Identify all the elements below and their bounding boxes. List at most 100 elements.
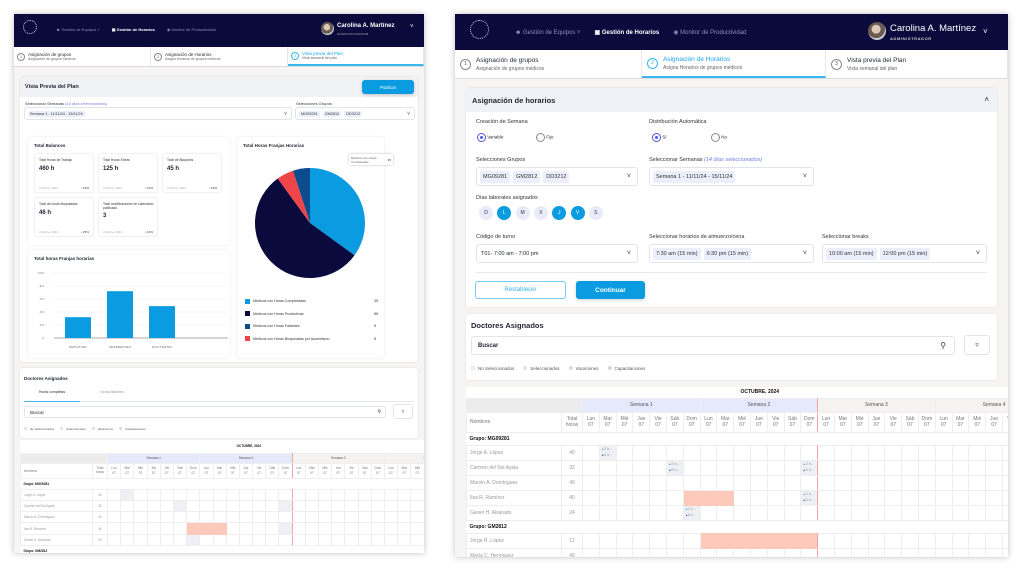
day-cell[interactable] <box>749 474 768 491</box>
day-cell[interactable] <box>951 459 970 476</box>
weeks-select[interactable]: Semana 1 - 11/11/24 - 15/11/24 ˅ <box>649 167 814 186</box>
day-cell[interactable] <box>749 547 768 557</box>
day-cell[interactable] <box>985 444 1003 461</box>
table-row[interactable]: María C. Henríquez 40 <box>466 547 1008 557</box>
day-cell[interactable] <box>917 504 936 521</box>
day-cell[interactable] <box>800 444 819 461</box>
vacation-cell[interactable] <box>716 489 735 506</box>
day-cell[interactable] <box>901 547 919 557</box>
day-cell[interactable] <box>800 504 819 521</box>
day-cell[interactable] <box>1001 489 1008 506</box>
day-cell[interactable] <box>370 488 385 501</box>
day-cell[interactable] <box>867 504 886 521</box>
day-cell[interactable] <box>1001 474 1008 491</box>
day-cell[interactable] <box>370 533 385 546</box>
day-cell[interactable] <box>951 504 970 521</box>
day-cell[interactable] <box>317 511 333 524</box>
day-cell[interactable] <box>278 511 293 524</box>
day-cell[interactable] <box>397 488 412 501</box>
day-cell[interactable] <box>106 488 122 501</box>
day-cell[interactable] <box>665 532 684 549</box>
day-cell[interactable] <box>133 511 148 524</box>
day-cell[interactable] <box>252 511 267 524</box>
day-cell[interactable] <box>159 533 174 546</box>
day-cell[interactable] <box>850 489 869 506</box>
day-cell[interactable] <box>291 533 306 546</box>
day-cell[interactable] <box>985 532 1003 549</box>
training-cell[interactable] <box>172 499 188 513</box>
day-cell[interactable] <box>783 504 802 521</box>
day-cell[interactable] <box>615 504 634 521</box>
table-row[interactable]: Carmen del Sol Ayala 32 ■ 2 h... ■ 6 h... ■ … <box>466 459 1008 476</box>
day-cell[interactable] <box>884 504 903 521</box>
day-cell[interactable] <box>238 522 254 535</box>
filter-button[interactable]: ▿ <box>964 335 990 355</box>
day-cell[interactable] <box>632 532 651 549</box>
radio-variable[interactable]: Variable <box>477 133 503 142</box>
day-cell[interactable] <box>833 504 852 521</box>
day-cell[interactable] <box>817 532 835 549</box>
day-cell[interactable] <box>817 474 835 491</box>
day-cell[interactable] <box>615 474 634 491</box>
day-cell[interactable] <box>917 489 936 506</box>
day-cell[interactable] <box>682 459 701 476</box>
day-cell[interactable] <box>917 459 936 476</box>
day-cell[interactable] <box>199 488 214 501</box>
nav-gestion-equipos[interactable]: ☻ Gestión de Equipos ˅ <box>515 29 581 36</box>
radio-selected[interactable] <box>652 133 661 142</box>
day-cell[interactable] <box>582 504 600 521</box>
day-cell[interactable] <box>884 489 903 506</box>
day-cell[interactable] <box>901 489 919 506</box>
day-cell[interactable] <box>238 499 254 513</box>
day-cell[interactable] <box>357 522 372 535</box>
day-cell[interactable] <box>252 533 267 546</box>
day-cell[interactable] <box>410 499 424 513</box>
day-cell[interactable] <box>252 499 267 513</box>
nav-gestion-horarios[interactable]: ▣ Gestión de Horarios <box>594 30 660 36</box>
day-cell[interactable] <box>867 474 886 491</box>
day-cell[interactable] <box>106 533 122 546</box>
day-cell[interactable] <box>951 474 970 491</box>
search-input[interactable]: Buscar ⚲ <box>24 406 386 418</box>
day-cell[interactable] <box>146 511 161 524</box>
day-cell[interactable] <box>331 488 346 501</box>
day-cell[interactable] <box>383 499 399 513</box>
day-cell[interactable] <box>1001 444 1008 461</box>
day-cell[interactable] <box>225 522 240 535</box>
day-cell[interactable] <box>615 444 634 461</box>
day-cell[interactable] <box>186 511 201 524</box>
day-cell[interactable] <box>238 511 254 524</box>
day-cell[interactable] <box>833 547 852 557</box>
day-cell[interactable] <box>212 499 227 513</box>
day-cell[interactable] <box>985 547 1003 557</box>
day-cell[interactable] <box>304 499 320 513</box>
avatar[interactable] <box>321 22 334 35</box>
day-cell[interactable] <box>968 459 987 476</box>
tab-horas-faltantes[interactable]: Horas faltantes <box>100 390 124 394</box>
day-cell[interactable] <box>397 499 412 513</box>
day-cell[interactable] <box>934 474 953 491</box>
day-cell[interactable] <box>357 511 372 524</box>
vacation-cell[interactable] <box>212 522 227 535</box>
day-cell[interactable] <box>934 547 953 557</box>
day-cell[interactable] <box>716 459 735 476</box>
day-cell[interactable] <box>985 459 1003 476</box>
step-3[interactable]: 3 Vista previa del Plan Vista semanal del … <box>826 50 1008 78</box>
breaks-select[interactable]: 10:00 am (15 min) 12:00 pm (15 min) ˅ <box>822 244 987 263</box>
day-cell[interactable] <box>716 444 735 461</box>
doctor-name[interactable]: Ilsa R. Ramírez <box>20 522 93 535</box>
radio-si[interactable]: Sí <box>652 133 667 142</box>
day-cell[interactable] <box>783 474 802 491</box>
day-cell[interactable] <box>682 532 701 549</box>
day-cell[interactable] <box>917 474 936 491</box>
day-cell[interactable] <box>749 504 768 521</box>
day-cell[interactable] <box>225 533 240 546</box>
day-toggle-m[interactable]: M <box>515 206 530 220</box>
meal-times-select[interactable]: 7:30 am (15 min) 6:30 pm (15 min) ˅ <box>649 244 814 263</box>
day-cell[interactable] <box>615 489 634 506</box>
day-cell[interactable] <box>199 533 214 546</box>
day-cell[interactable] <box>370 499 385 513</box>
day-cell[interactable] <box>833 489 852 506</box>
day-cell[interactable] <box>733 459 751 476</box>
day-cell[interactable] <box>985 474 1003 491</box>
